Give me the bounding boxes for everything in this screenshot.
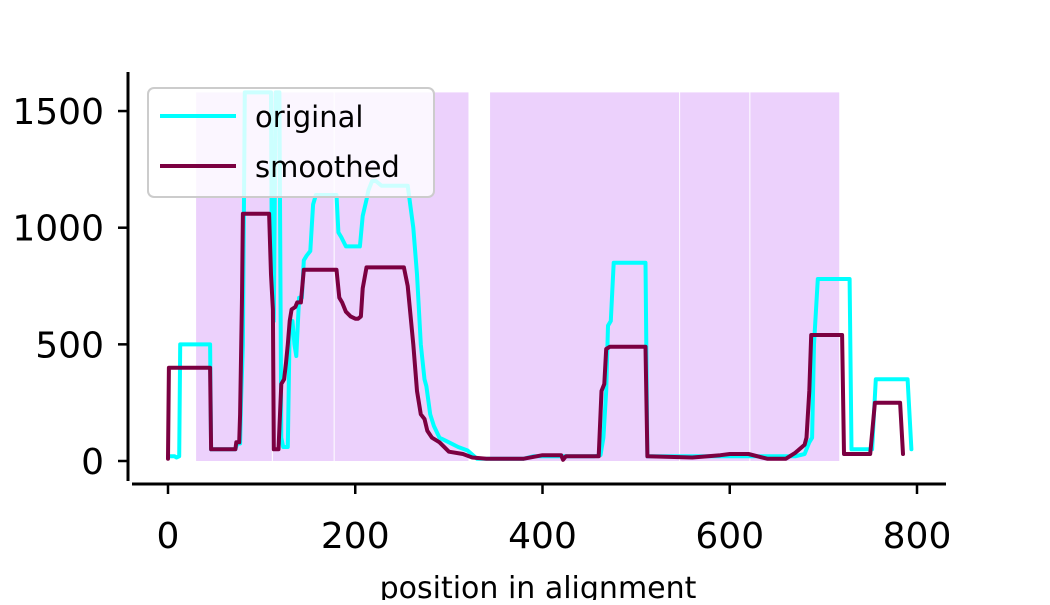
y-tick-label: 0 xyxy=(81,442,104,483)
legend-label-smoothed: smoothed xyxy=(255,150,400,184)
legend: original smoothed xyxy=(147,87,435,198)
series-line-smoothed xyxy=(166,211,905,462)
shaded-region xyxy=(490,92,680,462)
y-tick-label: 500 xyxy=(35,325,104,366)
legend-label-original: original xyxy=(255,100,363,134)
x-tick-label: 800 xyxy=(883,516,952,557)
x-tick-label: 400 xyxy=(508,516,577,557)
x-ticks: 0 200 400 600 800 xyxy=(157,484,952,557)
x-axis-label: position in alignment xyxy=(380,571,697,600)
x-tick-label: 600 xyxy=(695,516,764,557)
shaded-region xyxy=(680,92,750,462)
y-tick-label: 1500 xyxy=(12,92,104,133)
y-tick-label: 1000 xyxy=(12,209,104,250)
axes xyxy=(126,72,946,486)
y-ticks: 0 500 1000 1500 xyxy=(12,92,128,483)
x-tick-label: 200 xyxy=(321,516,390,557)
shaded-region xyxy=(750,92,840,462)
x-tick-label: 0 xyxy=(157,516,180,557)
